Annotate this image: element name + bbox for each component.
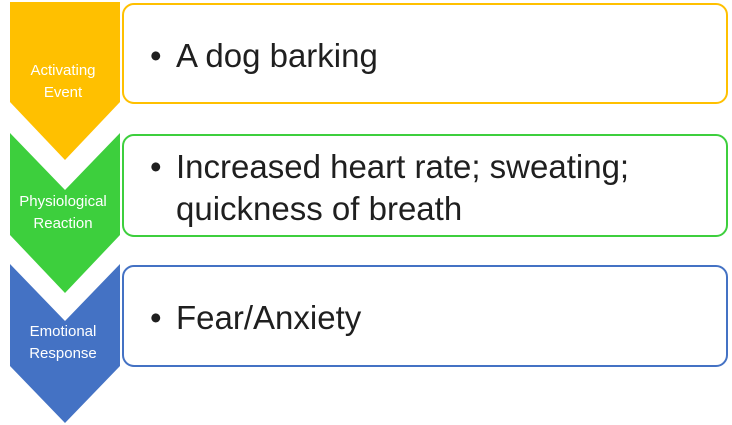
step-2-content-box: • Increased heart rate; sweating; quickn… bbox=[122, 134, 728, 237]
step-2-label-line1: Physiological bbox=[19, 193, 107, 210]
step-3-bullet-line: • Fear/Anxiety bbox=[150, 297, 706, 339]
step-1-text: A dog barking bbox=[176, 37, 378, 74]
step-2-label-line2: Reaction bbox=[33, 215, 93, 232]
step-1-chevron-arrow bbox=[10, 2, 120, 160]
step-2-text: Increased heart rate; sweating; quicknes… bbox=[176, 148, 630, 227]
step-1-label: Activating Event bbox=[6, 60, 120, 104]
step-2-bullet-line: • Increased heart rate; sweating; quickn… bbox=[150, 146, 706, 230]
step-1-bullet-line: • A dog barking bbox=[150, 35, 706, 77]
step-1-label-line1: Activating bbox=[30, 62, 96, 79]
step-3-label-line1: Emotional bbox=[29, 323, 97, 340]
step-3-chevron-arrow bbox=[10, 264, 120, 423]
step-1-bullet: • bbox=[150, 37, 162, 74]
step-1-content-box: • A dog barking bbox=[122, 3, 728, 104]
step-2-chevron-arrow bbox=[10, 133, 120, 293]
step-3-label: Emotional Response bbox=[6, 321, 120, 365]
step-1-label-line2: Event bbox=[43, 84, 83, 101]
step-3-content-box: • Fear/Anxiety bbox=[122, 265, 728, 367]
step-3-label-line2: Response bbox=[29, 345, 97, 362]
step-3-text: Fear/Anxiety bbox=[176, 299, 362, 336]
step-3-bullet: • bbox=[150, 299, 162, 336]
step-2-bullet: • bbox=[150, 148, 162, 185]
step-2-label: Physiological Reaction bbox=[6, 191, 120, 235]
